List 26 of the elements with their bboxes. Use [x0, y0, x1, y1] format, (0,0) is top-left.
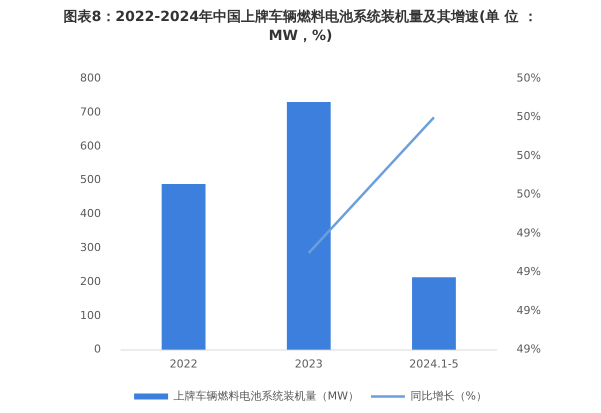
y-tick-label: 200 — [80, 274, 101, 288]
legend-label: 上牌车辆燃料电池系统装机量（MW） — [174, 389, 359, 402]
y2-tick-label: 50% — [516, 148, 542, 162]
y-tick-label: 400 — [80, 207, 101, 220]
y-tick-label: 800 — [80, 71, 101, 84]
y-tick-label: 600 — [80, 139, 101, 152]
legend-label: 同比增长（%） — [410, 389, 487, 402]
y-tick-label: 300 — [80, 240, 101, 254]
bar — [286, 102, 331, 350]
y2-tick-label: 49% — [516, 226, 542, 240]
bar — [412, 277, 456, 350]
x-tick-label: 2023 — [294, 357, 323, 370]
bar — [162, 184, 206, 350]
x-tick-label: 2024.1-5 — [409, 357, 459, 370]
y2-tick-label: 50% — [516, 110, 542, 124]
y2-tick-label: 50% — [516, 71, 542, 84]
y2-tick-label: 49% — [516, 265, 542, 278]
y2-tick-label: 49% — [516, 342, 542, 356]
y2-tick-label: 50% — [516, 188, 542, 201]
x-tick-label: 2022 — [170, 357, 198, 370]
y-tick-label: 0 — [94, 342, 101, 356]
y2-tick-label: 49% — [516, 304, 542, 317]
y-tick-label: 100 — [80, 308, 101, 322]
chart-title: 图表8：2022-2024年中国上牌车辆燃料电池系统装机量及其增速(单 位 ：MW，%) — [62, 8, 538, 46]
y-tick-label: 500 — [80, 173, 101, 186]
y-tick-label: 700 — [80, 105, 101, 118]
